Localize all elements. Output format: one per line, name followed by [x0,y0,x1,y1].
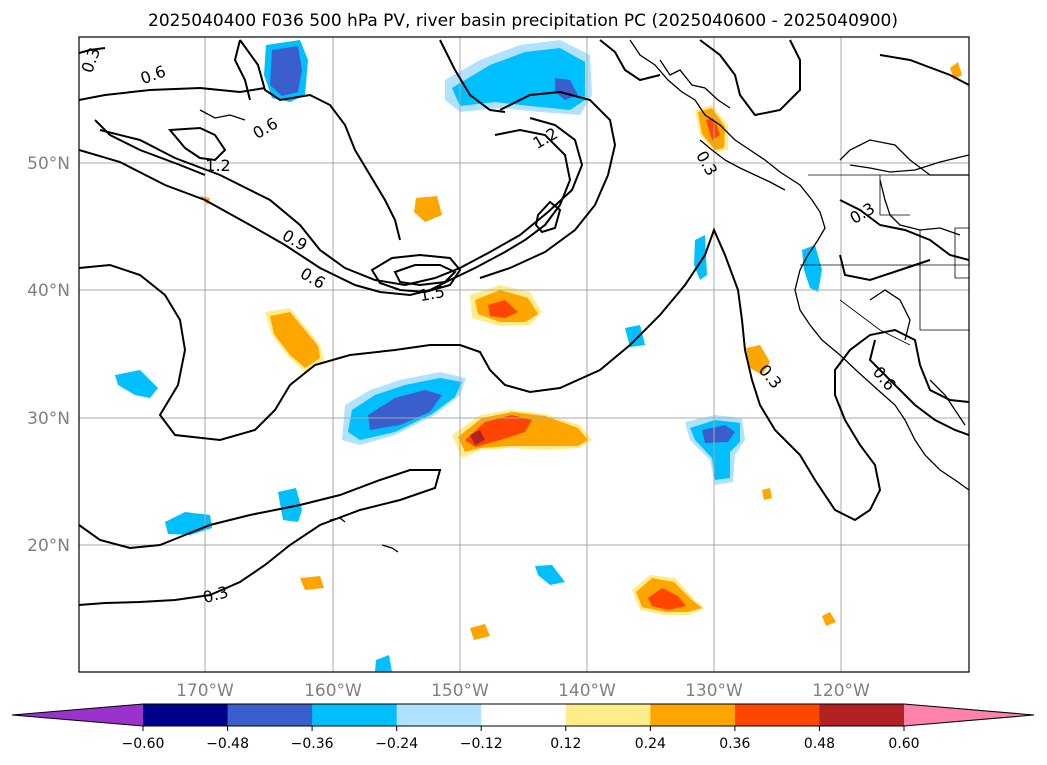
colorbar-tick-label: 0.24 [635,736,666,752]
colorbar-swatch [312,704,398,726]
map-frame [78,36,970,673]
lon-tick-label: 130°W [685,681,743,701]
colorbar-tick-label: 0.60 [888,736,919,752]
lat-tick-label: 20°N [27,536,70,556]
colorbar-swatch [734,704,820,726]
colorbar-swatch [143,704,229,726]
colorbar-tick-label: −0.12 [460,736,503,752]
colorbar-swatch [227,704,313,726]
colorbar-extend-max [904,704,1034,726]
lon-tick-label: 120°W [812,681,870,701]
lat-tick-label: 30°N [27,409,70,429]
lat-tick-label: 50°N [27,154,70,174]
colorbar-tick-label: 0.12 [550,736,581,752]
colorbar-extend-min [12,704,143,726]
lon-tick-label: 160°W [304,681,362,701]
map-panel: 0.3 0.6 0.6 1.2 0.9 0.6 1.5 1.2 0.3 0.3 … [78,36,970,673]
pv-contours [79,39,969,606]
latitude-ticks: 50°N 40°N 30°N 20°N [27,154,70,556]
colorbar-swatch [396,704,482,726]
coastlines [199,39,969,553]
colorbar-swatch [650,704,736,726]
colorbar-tick-label: 0.36 [719,736,750,752]
colorbar: −0.60 −0.48 −0.36 −0.24 −0.12 0.12 0.24 0.36 0.4… [11,703,1035,752]
colorbar-tick-label: −0.60 [122,736,165,752]
figure-title: 2025040400 F036 500 hPa PV, river basin … [148,11,898,31]
colorbar-swatch [481,704,567,726]
lat-tick-label: 40°N [27,281,70,301]
contour-label: 1.2 [205,156,230,175]
colorbar-swatch [819,704,905,726]
colorbar-tick-label: −0.24 [375,736,418,752]
lon-tick-label: 170°W [176,681,234,701]
gridlines [79,37,969,672]
precip-anomaly-fields [115,40,962,672]
contour-label: 1.5 [418,282,446,305]
colorbar-tick-label: −0.48 [206,736,249,752]
lon-tick-label: 140°W [558,681,616,701]
colorbar-swatch [565,704,651,726]
lon-tick-label: 150°W [431,681,489,701]
colorbar-tick-label: 0.48 [804,736,835,752]
colorbar-tick-label: −0.36 [291,736,334,752]
longitude-ticks: 170°W 160°W 150°W 140°W 130°W 120°W [176,681,870,701]
